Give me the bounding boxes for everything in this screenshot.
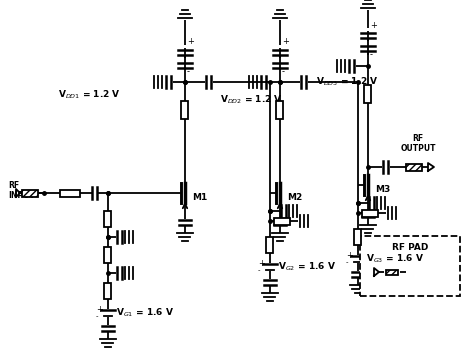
Text: -: - xyxy=(346,259,348,265)
Bar xyxy=(104,283,111,299)
Bar xyxy=(104,211,111,227)
Bar xyxy=(406,163,422,171)
Text: -: - xyxy=(282,68,285,77)
Bar xyxy=(22,189,38,197)
Bar xyxy=(362,209,378,216)
Text: V$_{DD1}$ = 1.2 V: V$_{DD1}$ = 1.2 V xyxy=(58,89,120,101)
Text: -: - xyxy=(370,51,373,59)
Text: V$_{DD2}$ = 1.2 V: V$_{DD2}$ = 1.2 V xyxy=(220,94,283,106)
Text: RF PAD: RF PAD xyxy=(392,244,428,252)
Text: +: + xyxy=(96,305,103,314)
Text: V$_{G3}$ = 1.6 V: V$_{G3}$ = 1.6 V xyxy=(366,253,424,265)
Text: +: + xyxy=(187,37,194,47)
Text: V$_{DD3}$ = 1.2 V: V$_{DD3}$ = 1.2 V xyxy=(316,76,378,88)
Bar xyxy=(365,85,372,103)
Bar xyxy=(104,247,111,263)
Text: V$_{G1}$ = 1.6 V: V$_{G1}$ = 1.6 V xyxy=(116,307,174,319)
Text: -: - xyxy=(96,313,99,319)
Text: M3: M3 xyxy=(375,185,390,194)
Text: -: - xyxy=(258,267,261,273)
Bar xyxy=(182,101,189,119)
Bar xyxy=(386,269,398,274)
Text: +: + xyxy=(346,251,353,261)
Bar xyxy=(276,101,283,119)
Bar xyxy=(266,237,273,253)
Text: RF
OUTPUT: RF OUTPUT xyxy=(400,134,436,153)
Text: RF
INPUT: RF INPUT xyxy=(8,181,35,200)
FancyBboxPatch shape xyxy=(360,236,460,296)
Text: M2: M2 xyxy=(287,194,302,203)
Text: +: + xyxy=(282,37,289,47)
Bar xyxy=(274,218,290,225)
Bar xyxy=(355,229,362,245)
Text: +: + xyxy=(258,260,265,268)
Text: -: - xyxy=(187,68,190,77)
Text: +: + xyxy=(370,21,377,30)
Text: M1: M1 xyxy=(192,194,207,203)
Bar xyxy=(60,189,80,197)
Text: V$_{G2}$ = 1.6 V: V$_{G2}$ = 1.6 V xyxy=(278,261,336,273)
